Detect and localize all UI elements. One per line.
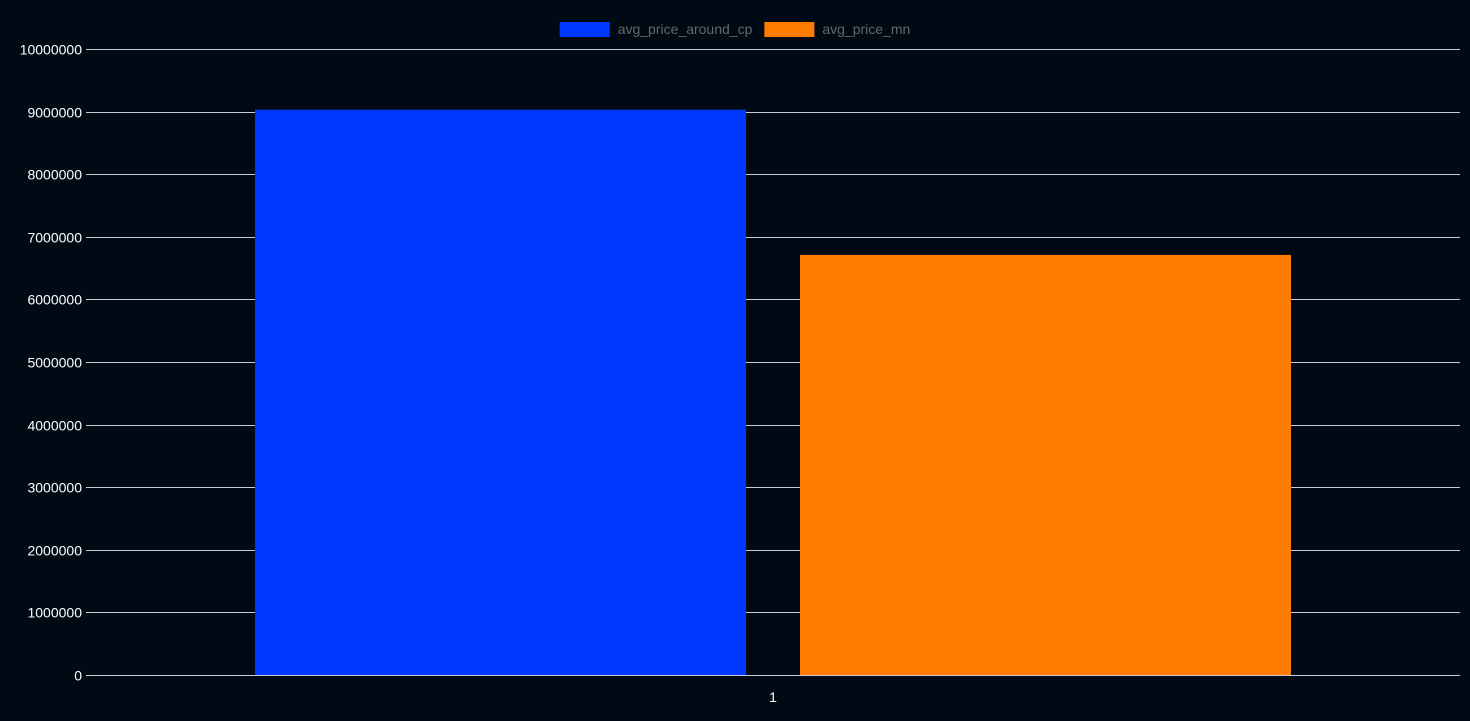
y-axis-tick-labels: 0 1000000 2000000 3000000 4000000 5000000 6000… xyxy=(20,42,83,684)
legend-swatch xyxy=(764,22,815,37)
legend-item-avg-price-around-cp[interactable]: avg_price_around_cp xyxy=(559,21,753,37)
y-tick-label: 1000000 xyxy=(27,605,82,621)
bars xyxy=(255,109,1291,676)
y-tick-label: 3000000 xyxy=(27,480,82,496)
legend[interactable]: avg_price_around_cp avg_price_mn xyxy=(559,21,911,37)
y-tick-label: 7000000 xyxy=(27,230,82,246)
legend-item-avg-price-mn[interactable]: avg_price_mn xyxy=(764,21,910,37)
x-tick-label: 1 xyxy=(769,689,777,705)
legend-label: avg_price_mn xyxy=(822,21,910,37)
legend-label: avg_price_around_cp xyxy=(618,21,753,37)
y-tick-label: 4000000 xyxy=(27,418,82,434)
y-tick-label: 2000000 xyxy=(27,543,82,559)
y-tick-label: 8000000 xyxy=(27,167,82,183)
bar-avg-price-around-cp[interactable] xyxy=(255,109,746,676)
x-axis-tick-labels: 1 xyxy=(769,689,777,705)
y-tick-label: 5000000 xyxy=(27,355,82,371)
y-tick-label: 9000000 xyxy=(27,105,82,121)
y-tick-label: 6000000 xyxy=(27,292,82,308)
y-tick-label: 0 xyxy=(74,668,82,684)
bar-avg-price-mn[interactable] xyxy=(800,254,1291,676)
y-tick-label: 10000000 xyxy=(20,42,83,58)
legend-swatch xyxy=(559,22,610,37)
